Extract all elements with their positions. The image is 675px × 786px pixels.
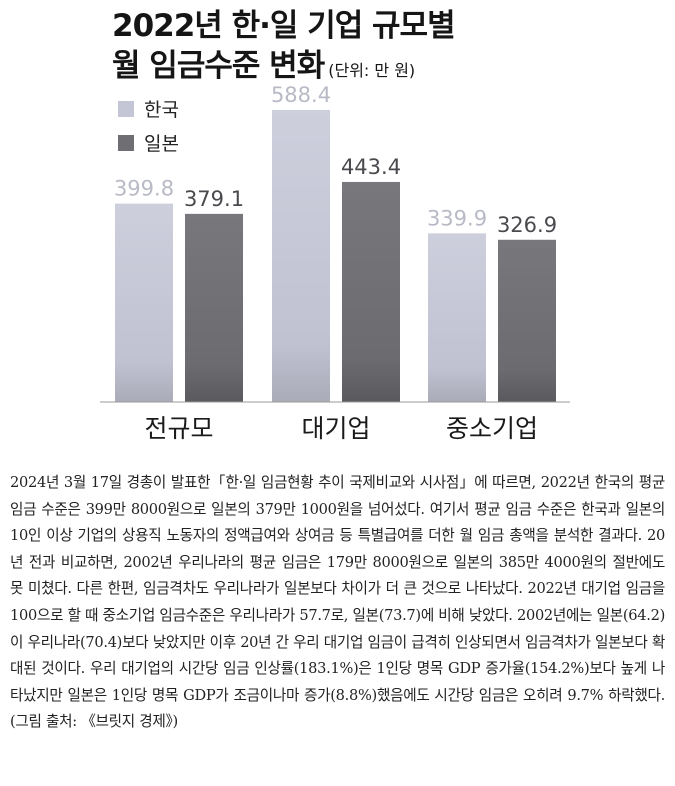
legend-label-한국: 한국 xyxy=(144,99,179,121)
bar-한국-대기업 xyxy=(272,110,330,402)
data-label-한국-중소기업: 339.9 xyxy=(427,206,487,230)
data-label-일본-전규모: 379.1 xyxy=(184,187,244,211)
data-label-일본-중소기업: 326.9 xyxy=(497,213,557,237)
x-tick-label: 중소기업 xyxy=(446,414,538,443)
data-label-일본-대기업: 443.4 xyxy=(341,155,401,179)
bar-일본-대기업 xyxy=(342,181,400,402)
bars-group: 399.8 379.1 588.4 443.4 339.9 326.9 xyxy=(114,83,557,402)
data-label-한국-대기업: 588.4 xyxy=(271,83,331,107)
chart-title-line2-text: 월 임금수준 변화 xyxy=(112,48,325,84)
bar-한국-전규모 xyxy=(115,203,173,402)
legend-swatch-한국 xyxy=(118,101,134,117)
chart-title: 2022년 한·일 기업 규모별 월 임금수준 변화 (단위: 만 원) xyxy=(112,6,672,91)
chart-unit-label: (단위: 만 원) xyxy=(328,61,416,80)
x-axis-labels: 전규모 대기업 중소기업 xyxy=(144,414,538,443)
legend-label-일본: 일본 xyxy=(144,133,179,155)
legend-swatch-일본 xyxy=(118,135,134,151)
article-text: 2024년 3월 17일 경총이 발표한「한·일 임금현황 추이 국제비교와 시… xyxy=(10,474,665,731)
chart-title-line1: 2022년 한·일 기업 규모별 xyxy=(112,8,456,44)
bar-일본-전규모 xyxy=(185,213,243,402)
x-tick-label: 전규모 xyxy=(144,414,213,443)
x-tick-label: 대기업 xyxy=(301,414,370,443)
bar-한국-중소기업 xyxy=(428,233,486,402)
chart-title-line2: 월 임금수준 변화 (단위: 만 원) xyxy=(112,46,672,91)
data-label-한국-전규모: 399.8 xyxy=(114,177,174,201)
bar-일본-중소기업 xyxy=(498,239,556,402)
